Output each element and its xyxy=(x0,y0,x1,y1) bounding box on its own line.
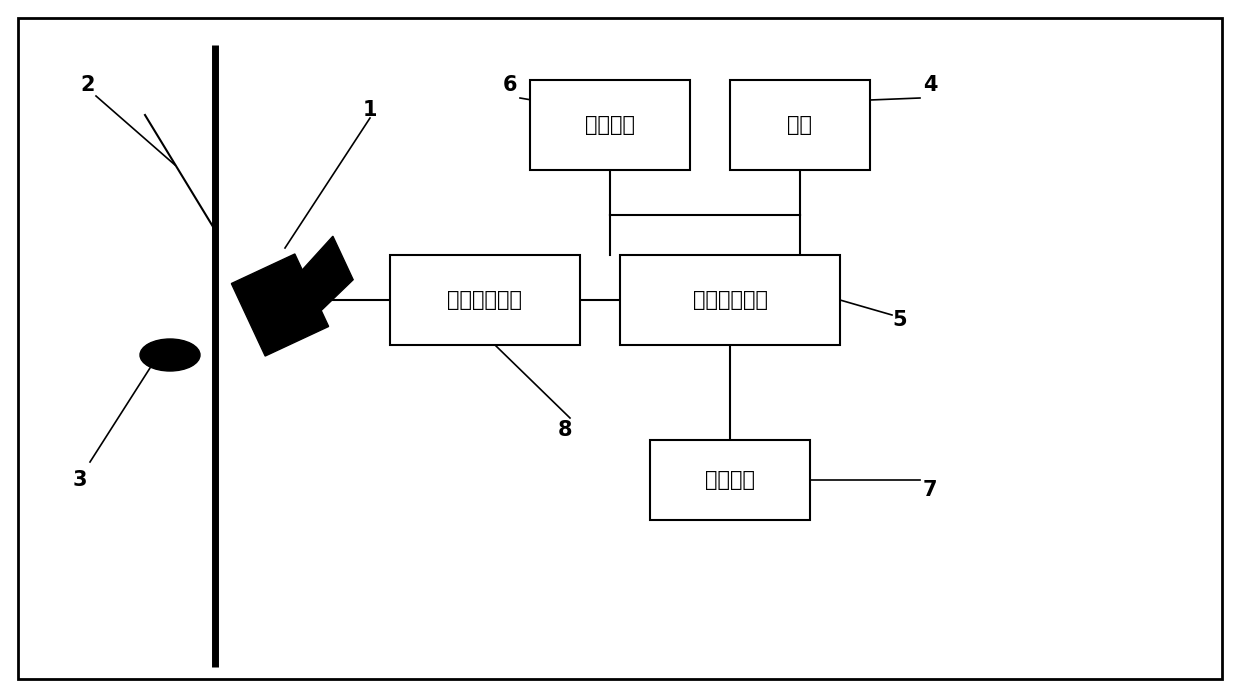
FancyBboxPatch shape xyxy=(730,80,870,170)
Text: 8: 8 xyxy=(558,420,572,440)
Text: 6: 6 xyxy=(502,75,517,95)
Text: 3: 3 xyxy=(73,470,87,490)
Ellipse shape xyxy=(140,339,200,371)
FancyBboxPatch shape xyxy=(19,18,1221,679)
Polygon shape xyxy=(232,254,329,356)
Text: 中央控制单元: 中央控制单元 xyxy=(692,290,768,310)
Text: 1: 1 xyxy=(363,100,377,120)
Polygon shape xyxy=(303,236,353,310)
Text: 2: 2 xyxy=(81,75,95,95)
Text: 存储单元: 存储单元 xyxy=(585,115,635,135)
FancyBboxPatch shape xyxy=(620,255,839,345)
Text: 4: 4 xyxy=(923,75,937,95)
FancyBboxPatch shape xyxy=(391,255,580,345)
Text: 电源: 电源 xyxy=(787,115,812,135)
Text: 7: 7 xyxy=(923,480,937,500)
FancyBboxPatch shape xyxy=(650,440,810,520)
Text: 图像采集单元: 图像采集单元 xyxy=(448,290,522,310)
FancyBboxPatch shape xyxy=(529,80,689,170)
Text: 5: 5 xyxy=(893,310,908,330)
Text: 显示单元: 显示单元 xyxy=(706,470,755,490)
